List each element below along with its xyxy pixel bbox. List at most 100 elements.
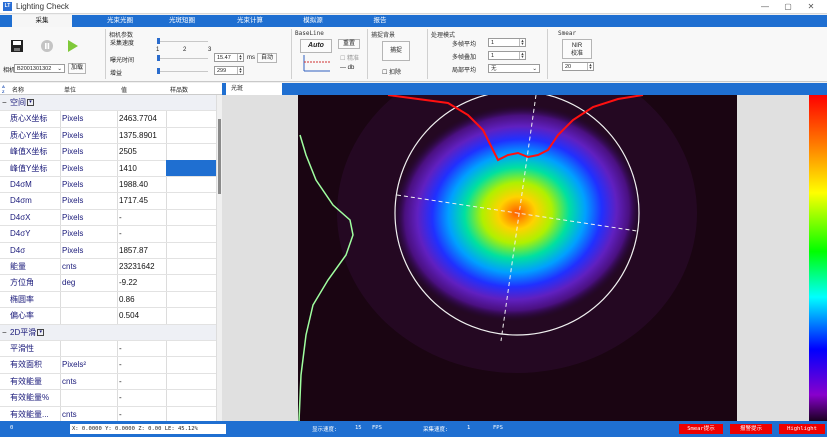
background-group: 捕捉背景 捕捉 ☐ 扣除 [368,29,428,79]
play-icon[interactable] [67,39,79,53]
cell-unit: cnts [62,376,77,386]
capture-speed-status-label: 采集速度: [423,427,449,433]
dropdown-icon[interactable]: ▾ [27,99,34,107]
spin-icon[interactable]: ▲ ▼ [587,62,593,70]
selected-cell [166,160,216,176]
table-row[interactable]: 偏心率 0.504 [0,308,216,325]
tab-spot-view[interactable]: 光斑 [226,83,282,95]
table-row[interactable]: 有效能量... cnts - [0,407,216,421]
header-samples[interactable]: 样品数 [170,88,189,94]
exposure-slider[interactable] [157,55,160,61]
table-row[interactable]: 有效面积 Pixels² - [0,357,216,374]
spin-icon[interactable]: ▲ ▼ [519,51,525,59]
tab-spot-ring[interactable]: 光斑短圈 [169,17,195,24]
reset-button[interactable]: 重置 [338,39,360,49]
tab-report[interactable]: 报告 [373,17,387,24]
save-icon[interactable] [10,39,24,53]
capture-background-button[interactable]: 捕捉 [382,41,410,61]
table-row[interactable]: 能量 cnts 23231642 [0,259,216,276]
cell-name: 峰值Y坐标 [10,163,48,173]
cell-unit: Pixels [62,130,84,140]
close-button[interactable]: ✕ [807,2,815,11]
cell-unit [62,390,116,406]
cell-name: 偏心率 [10,311,34,321]
multi-avg-input[interactable]: 1 ▲ ▼ [488,38,526,47]
table-row[interactable]: 有效能量 cnts - [0,374,216,391]
baseline-auto-button[interactable]: Auto [300,39,332,53]
collapse-icon[interactable]: − [2,327,7,337]
spin-icon[interactable]: ▲ ▼ [237,53,243,61]
dropdown-icon[interactable]: ▾ [37,328,45,336]
app-icon: LT [3,2,12,11]
table-row[interactable]: 椭圆率 0.86 [0,292,216,309]
capture-speed-slider[interactable] [157,38,160,44]
tab-capture[interactable]: 采集 [12,15,72,27]
cell-name: D4σ [10,245,26,255]
auto-exposure-button[interactable]: 自动 [257,53,277,63]
stop-icon[interactable] [40,39,54,53]
cell-value: - [119,376,122,386]
tab-beam-aperture[interactable]: 光束光圈 [107,17,133,24]
precise-label: 精准 [347,56,360,62]
table-row[interactable]: 峰值X坐标 Pixels 2505 [0,144,216,161]
minimize-button[interactable]: — [761,2,769,11]
header-name[interactable]: 名称 [12,88,25,94]
scrollbar-thumb[interactable] [218,119,221,194]
gain-slider[interactable] [157,68,160,74]
cell-unit: deg [62,278,76,288]
precise-checkbox[interactable]: ☐ 精准 [340,56,360,62]
cell-unit: Pixels [62,229,84,239]
gain-value: 299 [217,68,227,74]
maximize-button[interactable]: ▢ [784,2,792,11]
table-row[interactable]: D4σY Pixels - [0,226,216,243]
main-tab-bar: 采集 光束光圈 光斑短圈 光束计算 模拟源 报告 [0,15,827,27]
cell-name: 有效面积 [10,360,42,370]
category-2d-smooth[interactable]: − 2D平滑 ▾ [0,324,216,341]
local-avg-select[interactable]: 无 ⌄ [488,64,540,73]
cell-value: 0.86 [119,294,135,304]
highlight-alert-badge: Highlight [779,424,825,434]
processing-group: 处理模式 多帧平均 1 ▲ ▼ 多帧叠加 1 ▲ ▼ 局部平均 无 ⌄ [428,29,548,79]
header-unit[interactable]: 单位 [64,88,77,94]
table-row[interactable]: 有效能量% - [0,390,216,407]
camera-select[interactable]: B2001301302 ⌄ [14,64,65,73]
cell-unit: Pixels [62,180,84,189]
smear-input[interactable]: 20 ▲ ▼ [562,62,594,71]
table-row[interactable]: 质心Y坐标 Pixels 1375.8901 [0,128,216,145]
spin-icon[interactable]: ▲ ▼ [519,38,525,46]
table-row[interactable]: 方位角 deg -9.22 [0,275,216,292]
cell-unit: Pixels [62,163,84,173]
table-row[interactable]: D4σX Pixels - [0,210,216,227]
cell-value: 0.504 [119,311,140,321]
table-row[interactable]: D4σM Pixels 1988.40 [0,177,216,194]
beam-image[interactable] [298,95,737,421]
header-value[interactable]: 值 [121,88,128,94]
category-spatial[interactable]: − 空间 ▾ [0,95,216,112]
deduct-checkbox[interactable]: ☐ 扣除 [382,70,402,76]
baseline-graph-icon [303,55,330,72]
exposure-input[interactable]: 15.47 ▲ ▼ [214,53,244,62]
tab-simulation[interactable]: 模拟源 [303,17,323,24]
spin-icon[interactable]: ▲ ▼ [237,66,243,74]
load-button[interactable]: 加载 [68,63,86,74]
tab-beam-calc[interactable]: 光束计算 [237,17,263,24]
table-row[interactable]: 峰值Y坐标 Pixels 1410 [0,161,216,177]
db-label: — db [340,65,355,71]
multi-add-value: 1 [491,53,495,59]
gain-track [158,71,208,72]
panel-scrollbar[interactable] [216,95,222,421]
cursor-coordinates: X: 0.0000 Y: 0.0000 Z: 0.00 LE: 45.12% [70,424,226,434]
cell-value: - [119,360,122,370]
gain-input[interactable]: 299 ▲ ▼ [214,66,244,75]
nir-calibrate-button[interactable]: NIR 校准 [562,39,592,59]
cell-value: 2505 [119,147,137,157]
table-row[interactable]: 平滑性 - [0,341,216,358]
collapse-icon[interactable]: − [2,98,7,107]
table-row[interactable]: D4σ Pixels 1857.87 [0,243,216,259]
multi-add-input[interactable]: 1 ▲ ▼ [488,51,526,60]
table-row[interactable]: D4σm Pixels 1717.45 [0,193,216,210]
table-row[interactable]: 质心X坐标 Pixels 2463.7704 [0,111,216,128]
cell-name: 椭圆率 [10,294,34,304]
cell-name: 峰值X坐标 [10,147,48,157]
